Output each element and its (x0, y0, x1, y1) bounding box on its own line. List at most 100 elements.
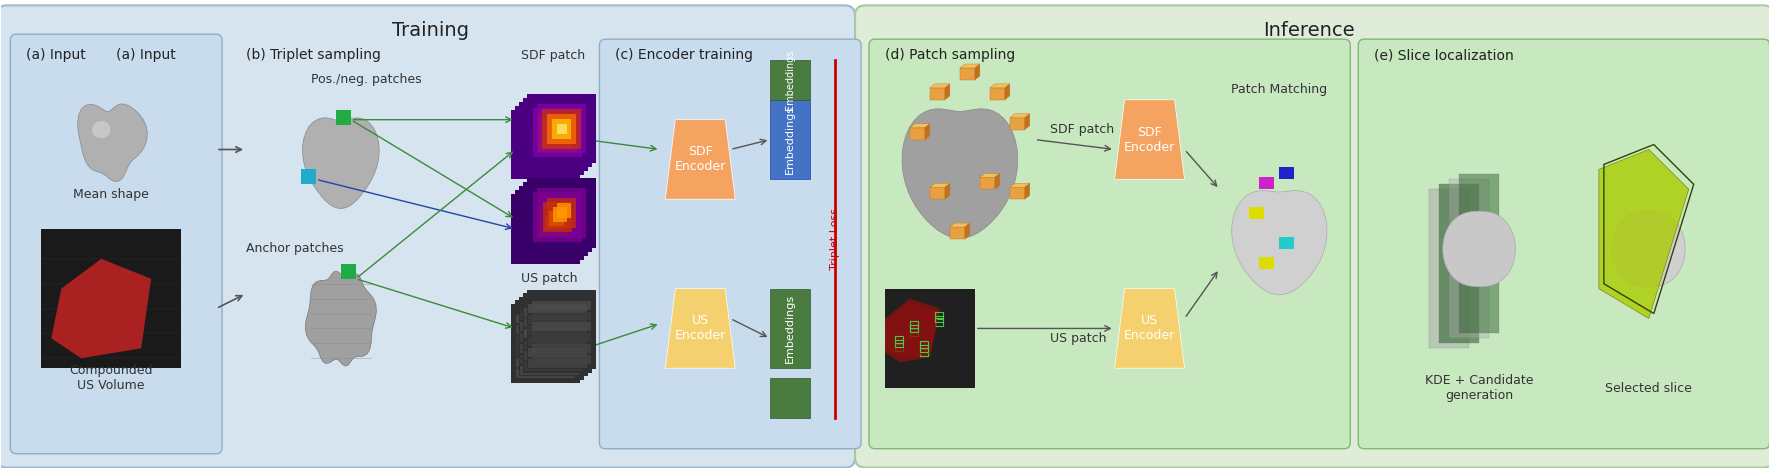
Polygon shape (885, 315, 940, 374)
Bar (1011, 118, 1025, 129)
Polygon shape (666, 289, 735, 368)
Bar (540, 131, 559, 151)
Text: Selected slice: Selected slice (1605, 382, 1692, 394)
Bar (885, 296, 975, 376)
Text: KDE + Candidate
generation: KDE + Candidate generation (1425, 374, 1533, 402)
Bar (535, 126, 565, 155)
Bar (526, 125, 565, 165)
Bar (935, 319, 943, 326)
Bar (543, 118, 572, 148)
Bar (342, 264, 356, 279)
Text: (b) Triplet sampling: (b) Triplet sampling (246, 48, 381, 62)
Bar (533, 108, 582, 158)
Bar (531, 214, 561, 244)
Polygon shape (926, 124, 929, 140)
Bar (520, 333, 579, 342)
Polygon shape (1458, 174, 1499, 333)
Polygon shape (959, 64, 981, 68)
Bar (524, 116, 575, 166)
Bar (770, 60, 811, 100)
Polygon shape (965, 223, 970, 239)
Bar (524, 351, 584, 360)
Bar (935, 327, 943, 334)
Polygon shape (975, 64, 981, 80)
Bar (515, 336, 575, 345)
Bar (535, 210, 565, 240)
Bar (301, 169, 315, 184)
Bar (552, 207, 568, 222)
Text: (d) Patch sampling: (d) Patch sampling (885, 48, 1016, 62)
Text: US patch: US patch (520, 272, 577, 285)
FancyBboxPatch shape (11, 34, 221, 454)
Polygon shape (1005, 84, 1011, 100)
Polygon shape (1439, 184, 1480, 343)
Bar (896, 340, 903, 348)
Bar (536, 188, 586, 238)
Bar (522, 293, 593, 373)
Bar (885, 293, 975, 372)
Bar (41, 229, 181, 368)
Bar (538, 113, 577, 152)
Text: (a) Input: (a) Input (27, 48, 87, 62)
Bar (520, 322, 579, 331)
Bar (336, 110, 350, 125)
Polygon shape (92, 121, 110, 138)
Text: Training: Training (393, 21, 469, 40)
Polygon shape (1428, 189, 1469, 348)
Polygon shape (885, 318, 940, 378)
Text: Embeddings: Embeddings (786, 50, 795, 110)
Bar (515, 190, 584, 260)
Polygon shape (304, 271, 377, 366)
Bar (531, 301, 591, 310)
Text: US patch: US patch (1050, 332, 1106, 345)
Polygon shape (51, 259, 150, 358)
Bar (527, 315, 588, 324)
Bar (543, 127, 563, 146)
Bar (515, 106, 584, 175)
Bar (526, 290, 596, 369)
Bar (920, 341, 927, 348)
Bar (520, 366, 579, 375)
Text: Embeddings: Embeddings (786, 294, 795, 363)
Bar (529, 121, 570, 160)
Polygon shape (995, 174, 1000, 189)
Bar (549, 132, 559, 142)
Polygon shape (885, 299, 940, 358)
Bar (920, 361, 927, 368)
Bar (1260, 257, 1274, 269)
Bar (531, 356, 591, 364)
Polygon shape (903, 109, 1018, 238)
Bar (520, 355, 579, 364)
Bar (547, 198, 577, 228)
Bar (549, 211, 563, 226)
Bar (910, 329, 919, 336)
Bar (885, 289, 975, 368)
Text: SDF
Encoder: SDF Encoder (1124, 126, 1175, 153)
Bar (885, 304, 975, 384)
Bar (770, 100, 811, 179)
Polygon shape (303, 118, 379, 209)
Bar (950, 227, 965, 239)
Bar (896, 352, 903, 359)
Polygon shape (1612, 211, 1685, 287)
Bar (556, 203, 572, 218)
Bar (929, 187, 945, 199)
Bar (547, 123, 568, 143)
Text: Patch Matching: Patch Matching (1232, 83, 1328, 96)
Bar (533, 192, 582, 242)
Bar (920, 357, 927, 364)
Polygon shape (1598, 150, 1689, 318)
Bar (552, 119, 572, 138)
Polygon shape (885, 303, 940, 362)
Bar (524, 200, 575, 250)
Bar (935, 311, 943, 318)
Polygon shape (78, 104, 147, 182)
Bar (520, 344, 579, 353)
Bar (524, 329, 584, 338)
Bar (896, 336, 903, 343)
Bar (527, 359, 588, 368)
Bar (515, 348, 575, 356)
Polygon shape (1025, 183, 1030, 199)
Bar (519, 296, 588, 376)
Bar (910, 325, 919, 333)
